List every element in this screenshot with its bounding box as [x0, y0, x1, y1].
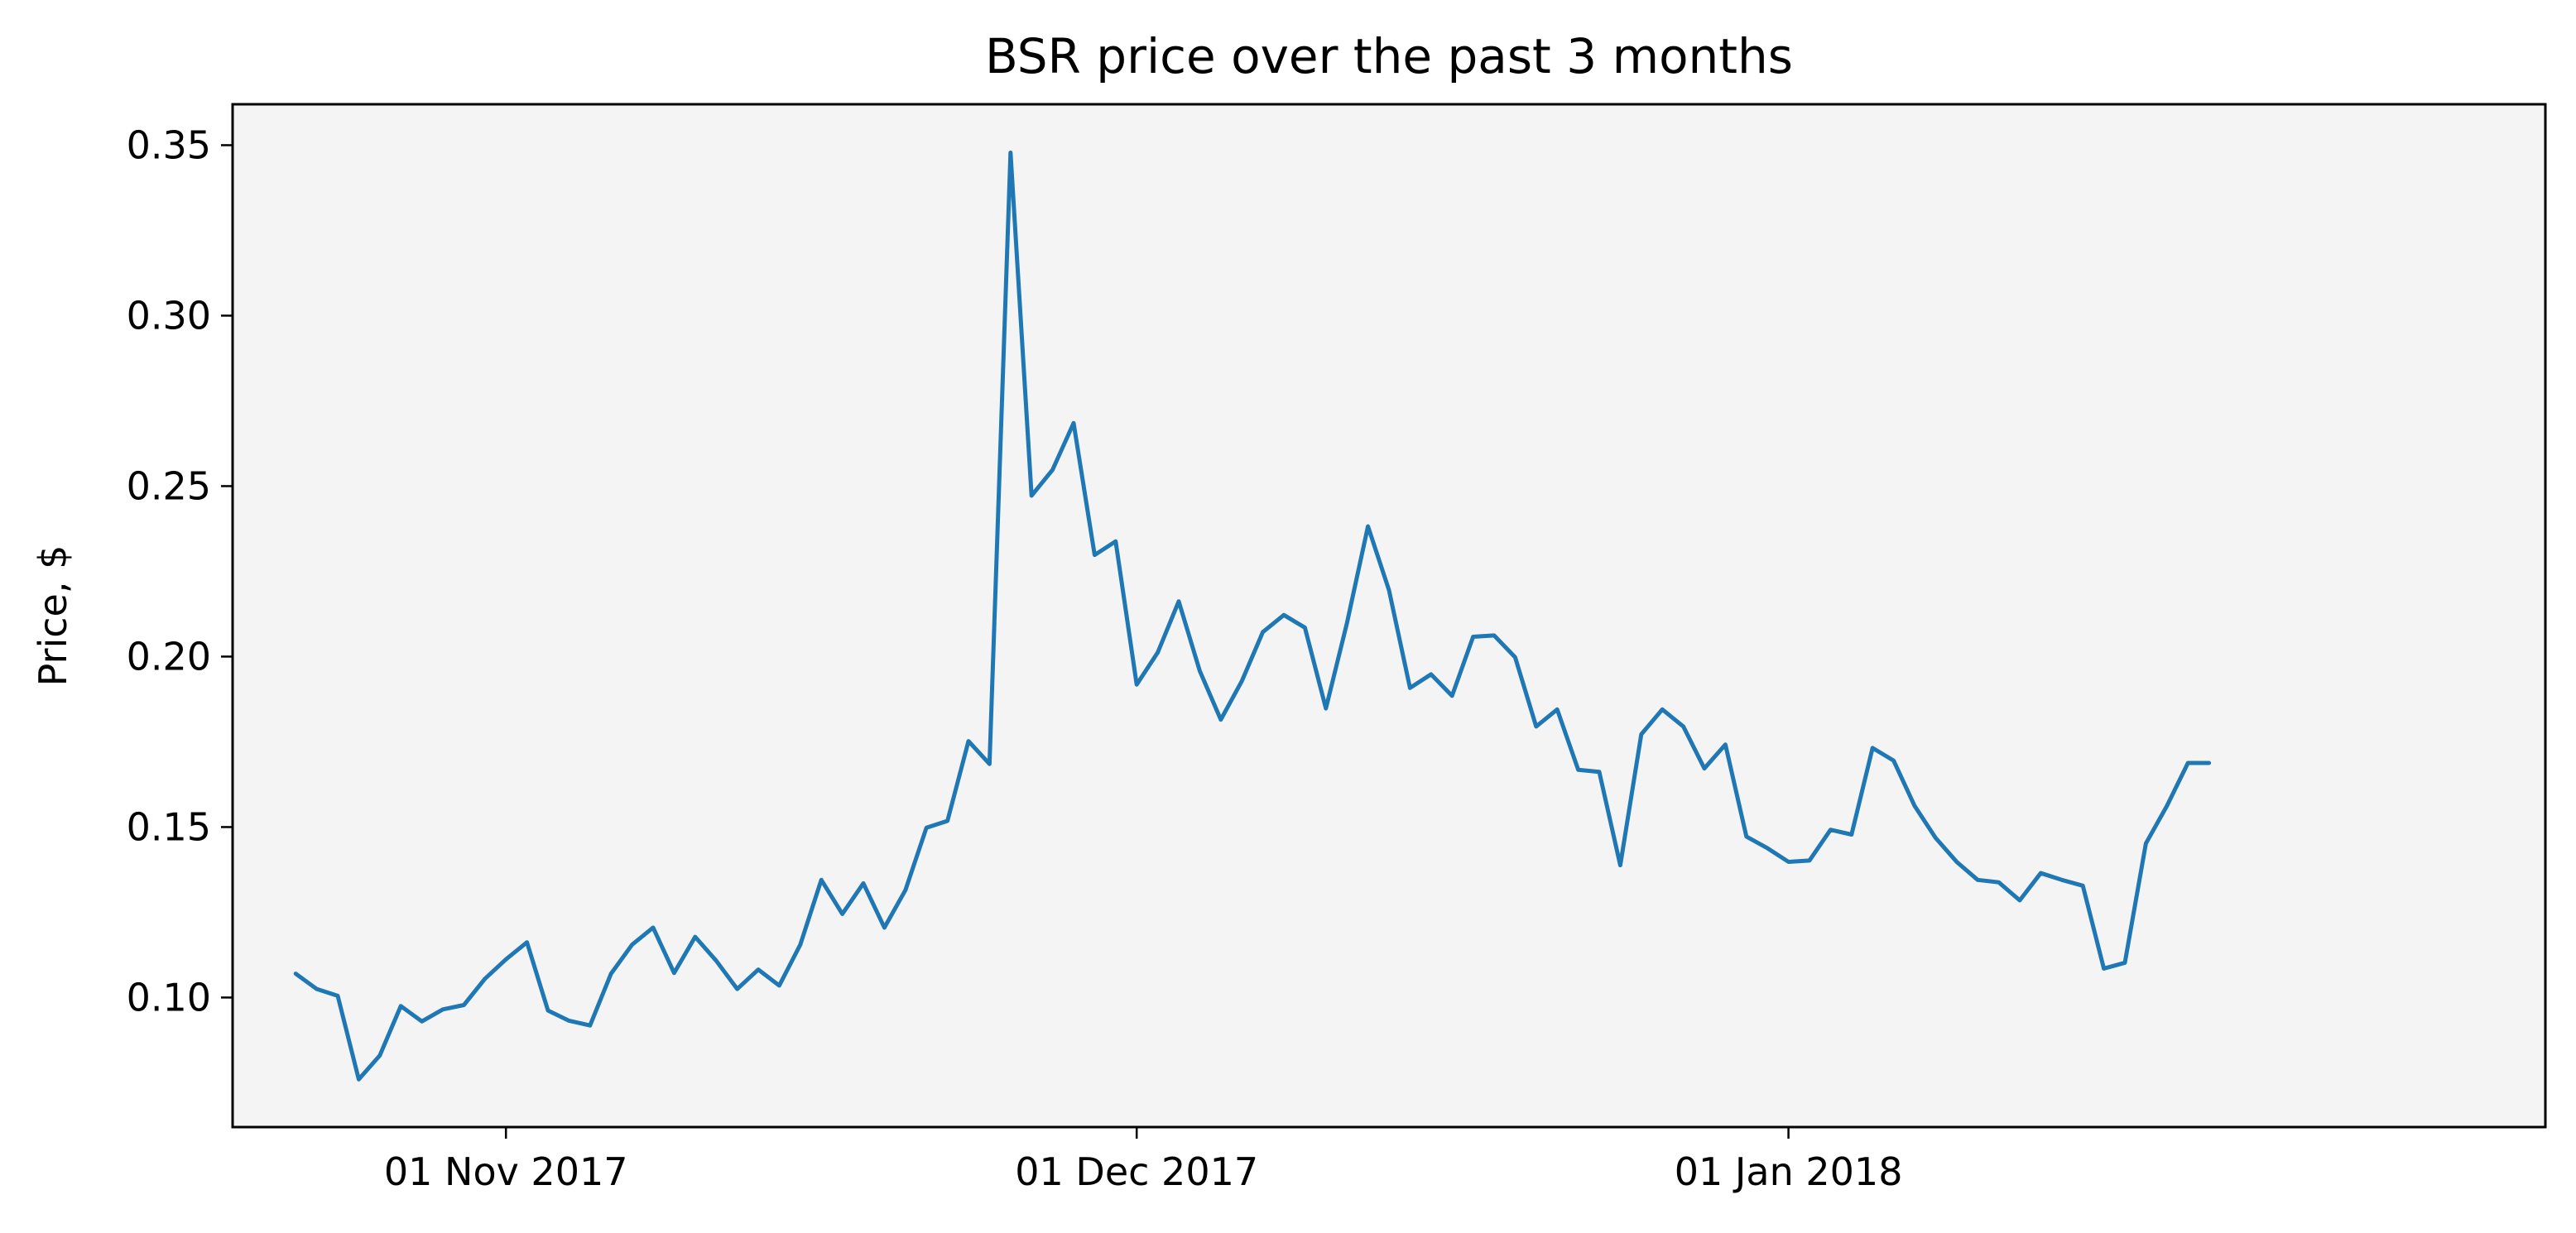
series-layer — [293, 151, 2212, 1082]
x-axis-ticks: 01 Nov 2017 01 Dec 2017 01 Jan 2018 — [384, 1127, 1903, 1194]
y-tick-label: 0.35 — [127, 122, 211, 167]
x-tick-label: 01 Dec 2017 — [1015, 1149, 1258, 1194]
x-tick-label: 01 Jan 2018 — [1675, 1149, 1903, 1194]
y-tick-label: 0.15 — [127, 804, 211, 849]
y-tick-label: 0.30 — [127, 293, 211, 338]
y-tick-label: 0.10 — [127, 975, 211, 1020]
y-axis-ticks: 0.10 0.15 0.20 0.25 0.30 0.35 — [127, 122, 233, 1020]
plot-background — [233, 104, 2545, 1127]
plot-frame — [231, 103, 2547, 1129]
y-axis-label: Price, $ — [31, 545, 75, 687]
y-tick-label: 0.20 — [127, 634, 211, 679]
series-line — [293, 151, 2212, 1082]
chart-title: BSR price over the past 3 months — [985, 28, 1793, 84]
x-tick-label: 01 Nov 2017 — [384, 1149, 628, 1194]
y-tick-label: 0.25 — [127, 463, 211, 508]
